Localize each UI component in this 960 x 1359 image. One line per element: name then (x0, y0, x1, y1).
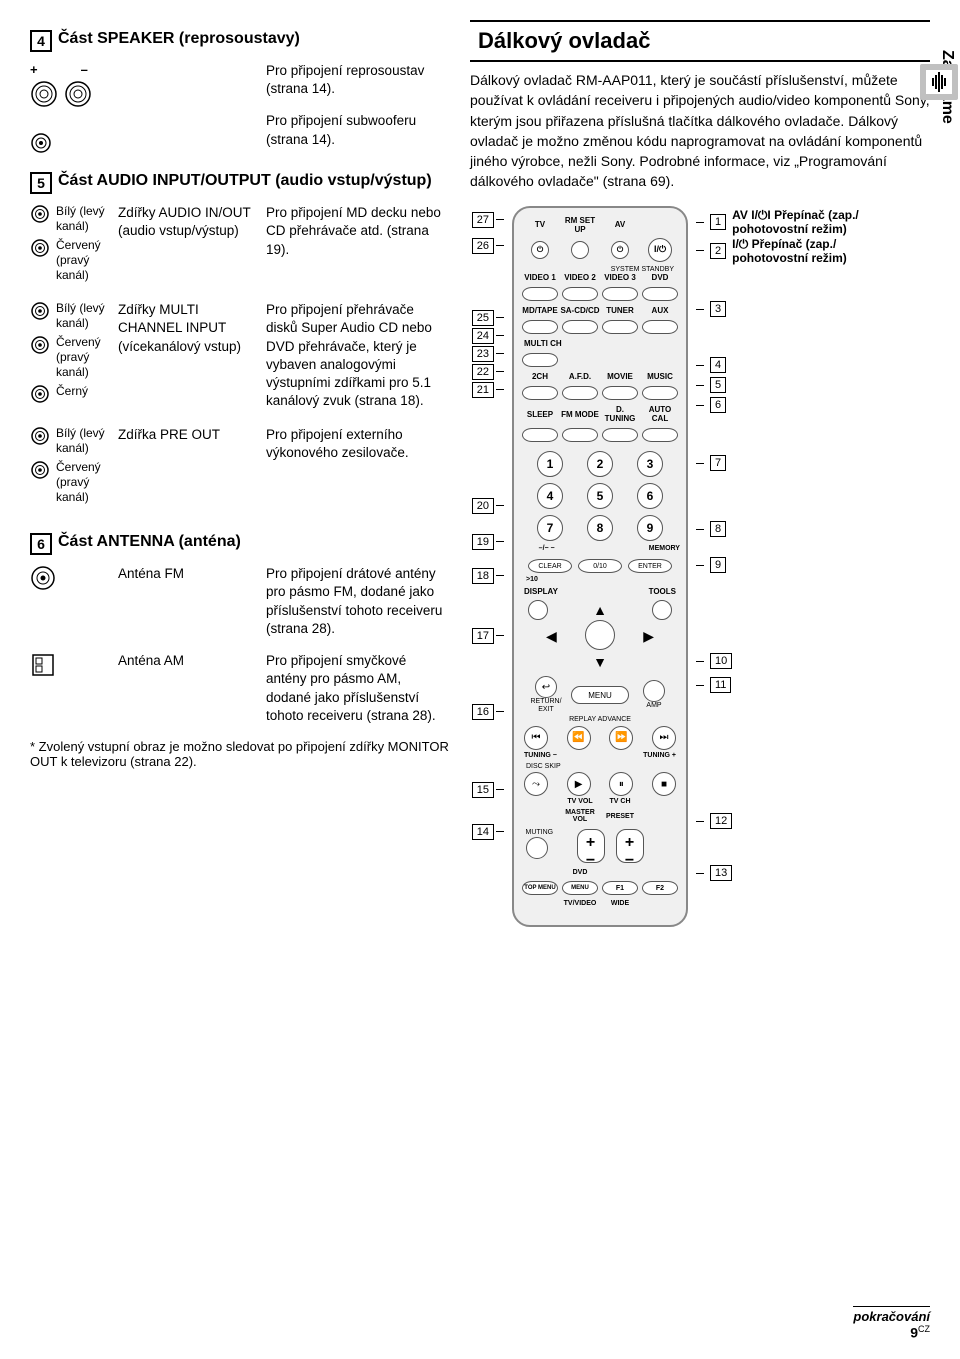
section-5-number: 5 (30, 172, 52, 194)
remote-video3-button (602, 287, 638, 301)
remote-title: Dálkový ovladač (478, 28, 922, 54)
continuation-label: pokračování (853, 1306, 930, 1324)
remote-display-button (528, 600, 548, 620)
remote-dpad: ▲ ◀ ▶ ▼ (520, 600, 680, 670)
jack-def-desc: Pro připojení přehrávače disků Super Aud… (266, 301, 446, 412)
remote-power-button: I/⏻ (648, 238, 672, 262)
jack-def-label: Zdířky MULTI CHANNEL INPUT (vícekanálový… (118, 301, 258, 412)
rca-jack-icon (30, 460, 50, 484)
thumb-index-tab (920, 64, 958, 100)
jack-color-label: Bílý (levý kanál) (56, 204, 110, 234)
am-antenna-jack-icon (30, 667, 56, 681)
jack-def-desc: Pro připojení externího výkonového zesil… (266, 426, 446, 509)
section-4-title: Část SPEAKER (reprosoustavy) (58, 30, 300, 48)
remote-title-bar: Dálkový ovladač (470, 20, 930, 62)
remote-muting-button (526, 837, 548, 859)
page-footer: pokračování 9CZ (853, 1306, 930, 1341)
remote-video2-button (562, 287, 598, 301)
jack-def-label: Zdířka PRE OUT (118, 426, 258, 509)
remote-enter-button: ENTER (628, 559, 672, 573)
rca-jack-icon (30, 238, 50, 262)
rca-jack-icon (30, 426, 50, 450)
remote-dvd-button (642, 287, 678, 301)
section-5-title: Část AUDIO INPUT/OUTPUT (audio vstup/výs… (58, 172, 432, 190)
jack-color-label: Bílý (levý kanál) (56, 301, 110, 331)
remote-rewind-button: ⏪ (567, 726, 591, 750)
jack-color-label: Červený (pravý kanál) (56, 238, 110, 283)
remote-play-button: ▶ (567, 772, 591, 796)
rca-jack-icon (30, 384, 50, 408)
jack-color-label: Červený (pravý kanál) (56, 335, 110, 380)
remote-stop-button: ■ (652, 772, 676, 796)
remote-pause-button: ⏸ (609, 772, 633, 796)
remote-num-9-button: 9 (637, 515, 663, 541)
speaker-terminal-icon (30, 80, 58, 112)
remote-topmenu-button: TOP MENU (522, 881, 558, 895)
monitor-out-footnote: * Zvolený vstupní obraz je možno sledova… (30, 739, 450, 769)
remote-right-callouts: 1 AV I/⏻I Přepínač (zap./ pohotovostní r… (696, 206, 906, 927)
remote-tv-power-button: ⏻ (531, 241, 549, 259)
remote-num-7-button: 7 (537, 515, 563, 541)
polarity-minus-label: – (81, 62, 88, 78)
remote-f1-button: F1 (602, 881, 638, 895)
remote-num-6-button: 6 (637, 483, 663, 509)
jack-def-label: Zdířky AUDIO IN/OUT (audio vstup/výstup) (118, 204, 258, 287)
remote-num-4-button: 4 (537, 483, 563, 509)
section-6-number: 6 (30, 533, 52, 555)
remote-preset-button: +− (616, 829, 644, 863)
jack-color-label: Černý (56, 384, 88, 399)
section-6-title: Část ANTENNA (anténa) (58, 533, 241, 551)
antenna-am-label: Anténa AM (118, 652, 258, 725)
rca-jack-icon (30, 143, 52, 157)
remote-video1-button (522, 287, 558, 301)
jack-def-desc: Pro připojení MD decku nebo CD přehrávač… (266, 204, 446, 287)
rca-jack-icon (30, 335, 50, 359)
remote-prev-button: ⏮ (524, 726, 548, 750)
antenna-fm-label: Anténa FM (118, 565, 258, 638)
remote-next-button: ⏭ (652, 726, 676, 750)
remote-master-vol-button: +− (577, 829, 605, 863)
speaker-terminal-icon (64, 80, 92, 112)
remote-discskip-button: ⤳ (524, 772, 548, 796)
section-4-desc-1: Pro připojení reprosoustav (strana 14). (266, 62, 446, 98)
remote-left-callouts: 27 26 25 24 23 22 21 20 19 18 17 16 15 1… (470, 206, 504, 927)
jack-color-label: Bílý (levý kanál) (56, 426, 110, 456)
antenna-am-desc: Pro připojení smyčkové antény pro pásmo … (266, 652, 446, 725)
fm-antenna-jack-icon (30, 580, 56, 594)
remote-num-3-button: 3 (637, 451, 663, 477)
remote-amp-button (643, 680, 665, 702)
right-annotation-1: AV I/⏻I Přepínač (zap./ pohotovostní rež… (732, 208, 906, 237)
remote-rmsetup-button (571, 241, 589, 259)
right-annotation-2: I/⏻ Přepínač (zap./ pohotovostní režim) (732, 237, 906, 266)
remote-menu-button: MENU (571, 686, 629, 704)
remote-dvdmenu-button: MENU (562, 881, 598, 895)
jack-color-label: Červený (pravý kanál) (56, 460, 110, 505)
remote-num-1-button: 1 (537, 451, 563, 477)
remote-dpad-center-button (585, 620, 615, 650)
remote-control-diagram: TVRM SET UPAV ⏻ ⏻ I/⏻ SYSTEM STANDBY VID… (512, 206, 688, 927)
section-4-number: 4 (30, 30, 52, 52)
remote-paragraph: Dálkový ovladač RM-AAP011, který je souč… (470, 70, 930, 192)
remote-ffwd-button: ⏩ (609, 726, 633, 750)
remote-num-8-button: 8 (587, 515, 613, 541)
polarity-plus-label: + (30, 62, 38, 78)
rca-jack-icon (30, 204, 50, 228)
remote-av-power-button: ⏻ (611, 241, 629, 259)
remote-f2-button: F2 (642, 881, 678, 895)
remote-num-2-button: 2 (587, 451, 613, 477)
remote-tools-button (652, 600, 672, 620)
remote-010-button: 0/10 (578, 559, 622, 573)
remote-clear-button: CLEAR (528, 559, 572, 573)
remote-num-5-button: 5 (587, 483, 613, 509)
remote-return-button: ↩ (535, 676, 557, 698)
antenna-fm-desc: Pro připojení drátové antény pro pásmo F… (266, 565, 446, 638)
section-4-desc-2: Pro připojení subwooferu (strana 14). (266, 112, 446, 148)
rca-jack-icon (30, 301, 50, 325)
